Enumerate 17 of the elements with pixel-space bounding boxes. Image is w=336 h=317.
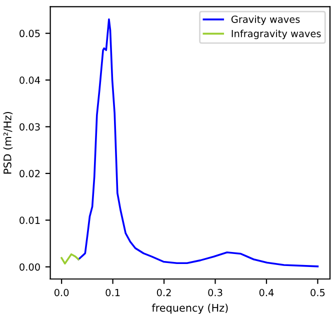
legend-label: Infragravity waves <box>232 30 321 40</box>
x-tick-label: 0.4 <box>259 288 274 296</box>
y-tick-label: 0.02 <box>20 170 40 178</box>
y-tick-label: 0.00 <box>20 263 40 271</box>
y-tick-label: 0.05 <box>20 30 40 38</box>
y-axis-title: PSD (m²/Hz) <box>3 112 13 174</box>
x-tick-label: 0.1 <box>106 288 120 296</box>
y-tick-label: 0.01 <box>20 216 40 224</box>
x-axis-title: frequency (Hz) <box>152 304 228 314</box>
legend-label: Gravity waves <box>231 15 300 25</box>
y-tick-label: 0.04 <box>20 76 40 84</box>
x-tick-label: 0.3 <box>208 288 222 296</box>
x-tick-label: 0.2 <box>156 288 171 296</box>
line-series <box>60 253 80 264</box>
y-tick-label: 0.03 <box>20 123 40 131</box>
x-tick-label: 0.0 <box>54 288 69 296</box>
x-tick-label: 0.5 <box>310 288 325 296</box>
